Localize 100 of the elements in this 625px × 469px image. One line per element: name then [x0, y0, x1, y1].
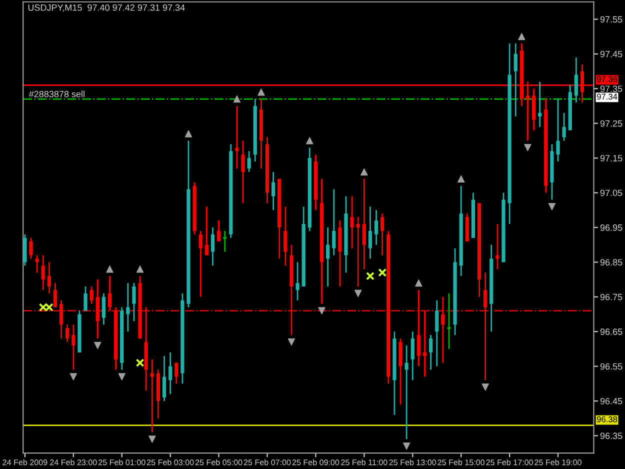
y-tick-label: 96.95 — [600, 224, 622, 231]
candlestick — [216, 220, 221, 242]
candlestick — [368, 206, 372, 260]
candlestick — [90, 286, 94, 305]
candlestick — [241, 140, 245, 204]
candlestick — [574, 56, 578, 104]
candlestick — [271, 171, 276, 211]
x-tick-label: 25 Feb 11:00 — [341, 459, 388, 466]
x-tick-label: 25 Feb 05:00 — [195, 459, 242, 466]
y-tick-label: 97.05 — [600, 190, 622, 196]
candlestick — [204, 206, 208, 256]
ref-line-label: 97.36 — [596, 76, 618, 82]
candlestick — [198, 230, 202, 298]
candlestick — [374, 209, 378, 246]
y-tick-label: 96.35 — [600, 432, 622, 440]
candlestick — [404, 344, 408, 440]
point — [366, 272, 374, 280]
point — [148, 436, 156, 443]
candlestick — [326, 226, 330, 288]
point — [360, 168, 368, 176]
ref-line-label: 96.38 — [596, 416, 618, 422]
x-tick-label: 25 Feb 03:00 — [146, 459, 194, 466]
point — [524, 144, 532, 152]
candlestick — [168, 352, 172, 395]
text: 97.34 — [596, 94, 618, 100]
point — [258, 88, 265, 96]
candlestick — [126, 282, 130, 332]
point — [233, 95, 241, 103]
candlestick — [435, 300, 439, 367]
candlestick — [332, 188, 336, 256]
point — [318, 307, 326, 314]
point — [136, 358, 144, 368]
x-tick-label: 25 Feb 19:00 — [534, 459, 582, 466]
candlestick — [174, 362, 178, 384]
candlestick — [538, 81, 542, 128]
candlestick — [556, 98, 560, 162]
point — [136, 266, 144, 273]
candlestick — [284, 206, 288, 266]
y-tick-label: 97.35 — [600, 86, 622, 92]
chart-title: USDJPY,M15 97.40 97.42 97.31 97.34 — [28, 4, 185, 12]
candlestick — [132, 282, 136, 322]
y-tick-label: 97.15 — [600, 155, 622, 162]
candlestick — [72, 324, 76, 370]
candlestick — [29, 237, 33, 260]
candlestick — [410, 330, 414, 381]
candlestick — [562, 112, 566, 142]
point — [94, 342, 102, 350]
point — [306, 137, 314, 144]
x-tick-label: 25 Feb 07:00 — [244, 459, 291, 466]
candlestick — [496, 223, 500, 270]
y-tick-label: 96.85 — [600, 259, 622, 266]
candlestick — [102, 292, 106, 326]
point — [482, 384, 489, 391]
point — [378, 268, 387, 277]
point — [184, 130, 192, 138]
candlestick — [41, 254, 45, 291]
candlestick — [296, 261, 300, 302]
candlestick — [66, 324, 70, 343]
candlestick — [380, 212, 384, 256]
point — [402, 442, 410, 450]
candlestick — [428, 334, 433, 370]
candlestick — [484, 272, 488, 381]
candlestick — [210, 226, 215, 266]
y-tick-label: 96.55 — [600, 363, 622, 370]
point — [70, 373, 78, 380]
point — [288, 338, 296, 346]
candlestick — [350, 196, 354, 249]
candlestick — [441, 296, 445, 364]
point — [457, 175, 465, 182]
candlestick — [59, 300, 64, 340]
x-tick-label: 25 Feb 15:00 — [438, 459, 485, 466]
y-tick-label: 96.45 — [600, 398, 622, 404]
candlestick — [416, 289, 421, 367]
x-tick-label: 25 Feb 01:00 — [98, 459, 146, 466]
y-tick-label: 97.55 — [600, 16, 622, 23]
candlestick — [108, 275, 112, 312]
candlestick — [47, 261, 51, 294]
candlestick — [422, 310, 427, 378]
point — [518, 32, 526, 40]
candlestick — [362, 178, 366, 270]
candlestick — [247, 150, 251, 173]
point — [118, 373, 126, 380]
candlestick — [84, 286, 88, 312]
point — [415, 279, 422, 287]
x-tick-label: 25 Feb 09:00 — [292, 459, 340, 466]
x-tick-label: 24 Feb 23:00 — [50, 459, 97, 466]
x-tick-label: 25 Feb 17:00 — [486, 459, 533, 466]
candlestick — [235, 105, 239, 170]
candlestick — [162, 355, 166, 402]
point — [106, 266, 114, 273]
candlestick — [53, 282, 58, 308]
ref-line-label: #2883878 sell — [28, 90, 84, 98]
candlestick — [150, 358, 154, 433]
candlestick — [514, 42, 518, 118]
point — [354, 290, 362, 298]
candlestick — [35, 254, 39, 274]
x-tick-label: 24 Feb 2009 — [2, 459, 48, 466]
candlestick — [356, 216, 360, 288]
x-tick-label: 25 Feb 13:00 — [389, 459, 436, 466]
y-tick-label: 97.25 — [600, 120, 622, 127]
